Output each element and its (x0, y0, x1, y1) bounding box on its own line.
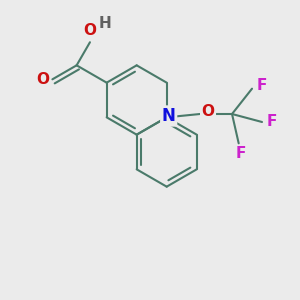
Text: O: O (37, 72, 50, 87)
Text: F: F (266, 115, 277, 130)
Text: F: F (236, 146, 246, 161)
Text: O: O (83, 23, 97, 38)
Text: H: H (98, 16, 111, 31)
Text: N: N (162, 107, 176, 125)
Text: F: F (256, 78, 266, 93)
Text: O: O (202, 104, 214, 119)
